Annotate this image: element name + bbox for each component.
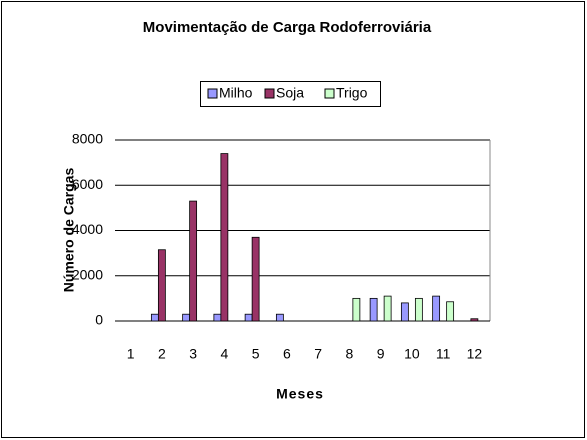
x-tick-label: 10 (404, 346, 420, 362)
bar (275, 313, 284, 322)
bar (432, 295, 441, 322)
bar (189, 200, 198, 322)
y-tick-label: 4000 (72, 221, 103, 237)
bar (244, 313, 253, 322)
bar (251, 236, 260, 322)
x-tick-label: 6 (283, 346, 291, 362)
x-tick-label: 4 (220, 346, 228, 362)
legend-label: Milho (219, 85, 253, 101)
x-tick-label: 2 (158, 346, 166, 362)
x-tick-label: 1 (127, 346, 135, 362)
bar (220, 153, 229, 322)
bar (470, 318, 479, 322)
legend-label: Soja (276, 85, 304, 101)
bar (414, 297, 423, 322)
x-tick-label: 8 (345, 346, 353, 362)
legend-swatch (264, 88, 275, 99)
bar (400, 302, 409, 322)
bar (213, 313, 222, 322)
y-tick-label: 6000 (72, 176, 103, 192)
x-tick-label: 9 (377, 346, 385, 362)
bar (446, 301, 455, 322)
x-tick-label: 12 (467, 346, 483, 362)
bar (369, 297, 378, 322)
chart-title: Movimentação de Carga Rodoferroviária (143, 19, 432, 36)
bar (352, 297, 361, 322)
legend-swatch (207, 88, 218, 99)
legend-box (200, 81, 381, 107)
y-tick-label: 8000 (72, 131, 103, 147)
bar (182, 313, 191, 322)
y-tick-label: 2000 (72, 266, 103, 282)
bar (383, 295, 392, 322)
x-tick-label: 5 (252, 346, 260, 362)
bar (157, 249, 166, 322)
legend-swatch (324, 88, 335, 99)
legend-label: Trigo (336, 85, 368, 101)
x-tick-label: 11 (436, 346, 451, 362)
y-tick-label: 0 (95, 312, 103, 328)
x-tick-label: 3 (189, 346, 197, 362)
x-tick-label: 7 (314, 346, 322, 362)
bar (150, 313, 159, 322)
x-axis-label: Meses (276, 386, 324, 402)
y-axis-label: Número de Cargas (61, 168, 77, 293)
